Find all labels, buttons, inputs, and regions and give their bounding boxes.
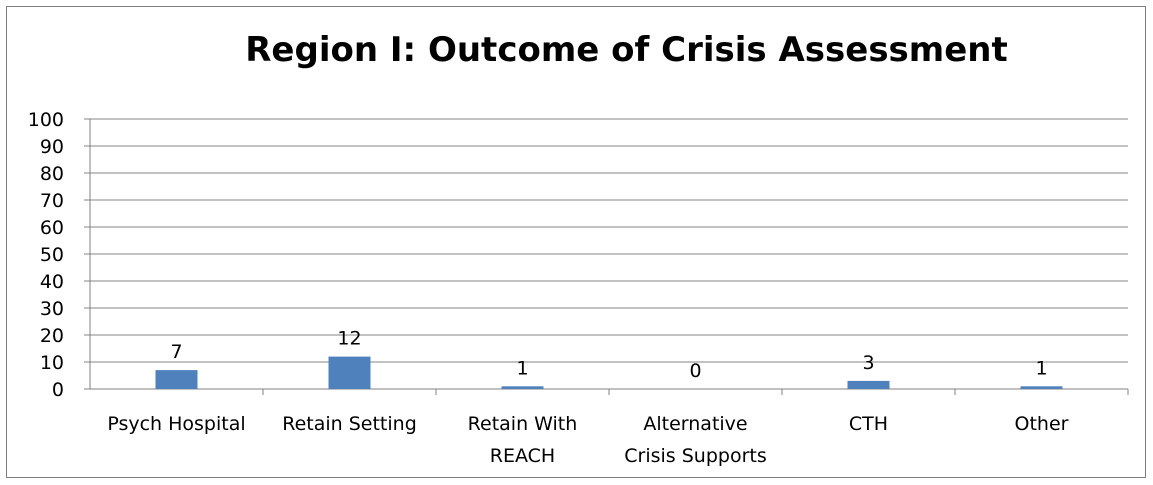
data-labels: 7 12 1 0 3 1 xyxy=(170,328,1047,382)
chart-frame xyxy=(6,6,1146,478)
data-label: 1 xyxy=(1035,357,1047,379)
x-tick-label: Other xyxy=(1015,413,1069,435)
data-label: 7 xyxy=(170,341,182,363)
x-tick-label: Retain Setting xyxy=(282,413,417,435)
x-tick-label: Crisis Supports xyxy=(624,445,766,467)
y-axis-ticks: 0 10 20 30 40 50 60 70 80 90 100 xyxy=(28,109,64,401)
data-label: 0 xyxy=(689,360,701,382)
bar xyxy=(328,356,371,389)
y-tick-label: 50 xyxy=(40,244,64,266)
y-tick-label: 40 xyxy=(40,271,64,293)
x-tick-label: Alternative xyxy=(643,413,747,435)
x-tick-label: Psych Hospital xyxy=(107,413,245,435)
x-tick-label: CTH xyxy=(849,413,888,435)
y-tick-label: 100 xyxy=(28,109,64,131)
data-label: 3 xyxy=(862,352,874,374)
bar xyxy=(155,370,198,389)
x-tick-label: Retain With xyxy=(468,413,578,435)
grid-lines xyxy=(84,118,1128,390)
x-tick-label: REACH xyxy=(490,445,555,467)
data-label: 12 xyxy=(337,328,361,350)
bar xyxy=(501,386,544,389)
y-tick-label: 0 xyxy=(52,379,64,401)
y-tick-label: 90 xyxy=(40,136,64,158)
y-tick-label: 80 xyxy=(40,163,64,185)
x-axis-ticks: Psych Hospital Retain Setting Retain With R… xyxy=(107,389,1129,467)
bar xyxy=(847,380,890,389)
y-tick-label: 60 xyxy=(40,217,64,239)
y-tick-label: 70 xyxy=(40,190,64,212)
data-label: 1 xyxy=(516,357,528,379)
y-tick-label: 20 xyxy=(40,325,64,347)
bar xyxy=(1020,386,1063,389)
chart-title: Region I: Outcome of Crisis Assessment xyxy=(245,30,1008,70)
bars xyxy=(155,356,1063,389)
y-tick-label: 30 xyxy=(40,298,64,320)
y-tick-label: 10 xyxy=(40,352,64,374)
